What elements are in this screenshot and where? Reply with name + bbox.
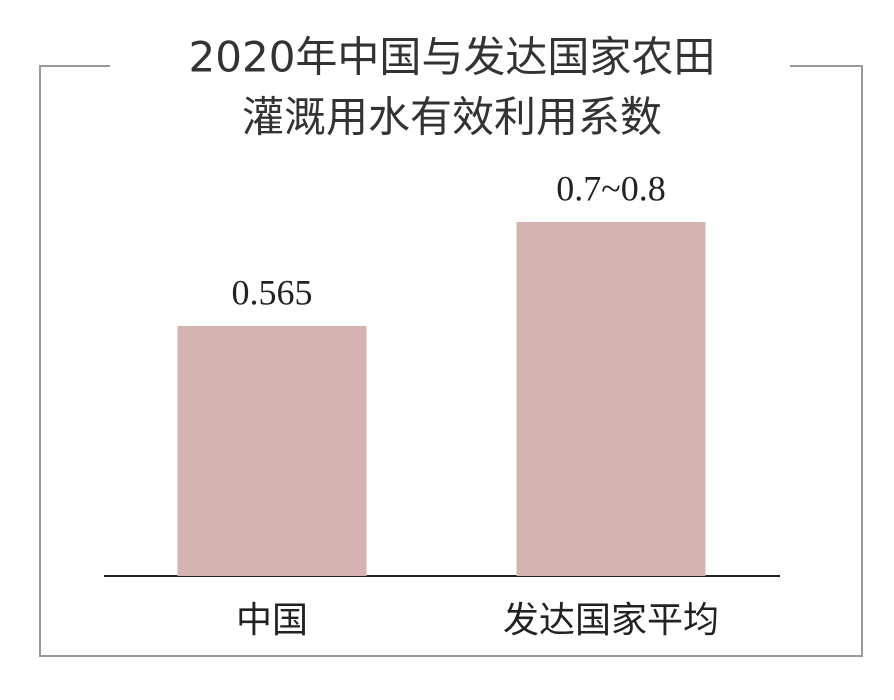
bar xyxy=(516,222,706,576)
chart-title: 2020年中国与发达国家农田 xyxy=(189,33,716,82)
x-tick-label: 中国 xyxy=(236,600,308,641)
title-backdrop xyxy=(110,20,790,160)
bar xyxy=(177,325,367,576)
chart-title: 灌溉用水有效利用系数 xyxy=(242,93,662,142)
x-tick-label: 发达国家平均 xyxy=(503,600,719,641)
value-label: 0.7~0.8 xyxy=(556,168,665,208)
value-label: 0.565 xyxy=(232,272,313,312)
